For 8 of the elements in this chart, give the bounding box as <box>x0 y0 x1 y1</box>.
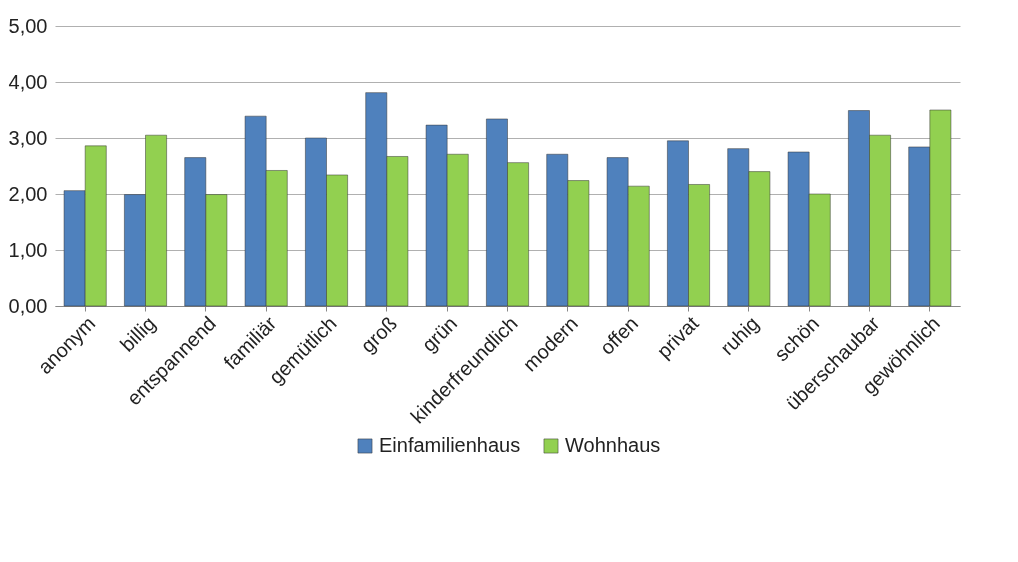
y-tick-label: 5,00 <box>8 14 48 37</box>
y-tick-label: 3,00 <box>8 126 48 149</box>
legend-label: Einfamilienhaus <box>379 434 521 456</box>
legend-label: Wohnhaus <box>565 434 661 456</box>
y-tick-label: 2,00 <box>8 182 48 205</box>
y-tick-label: 1,00 <box>8 238 48 261</box>
y-tick-label: 0,00 <box>8 294 48 317</box>
y-tick-label: 4,00 <box>8 70 48 93</box>
